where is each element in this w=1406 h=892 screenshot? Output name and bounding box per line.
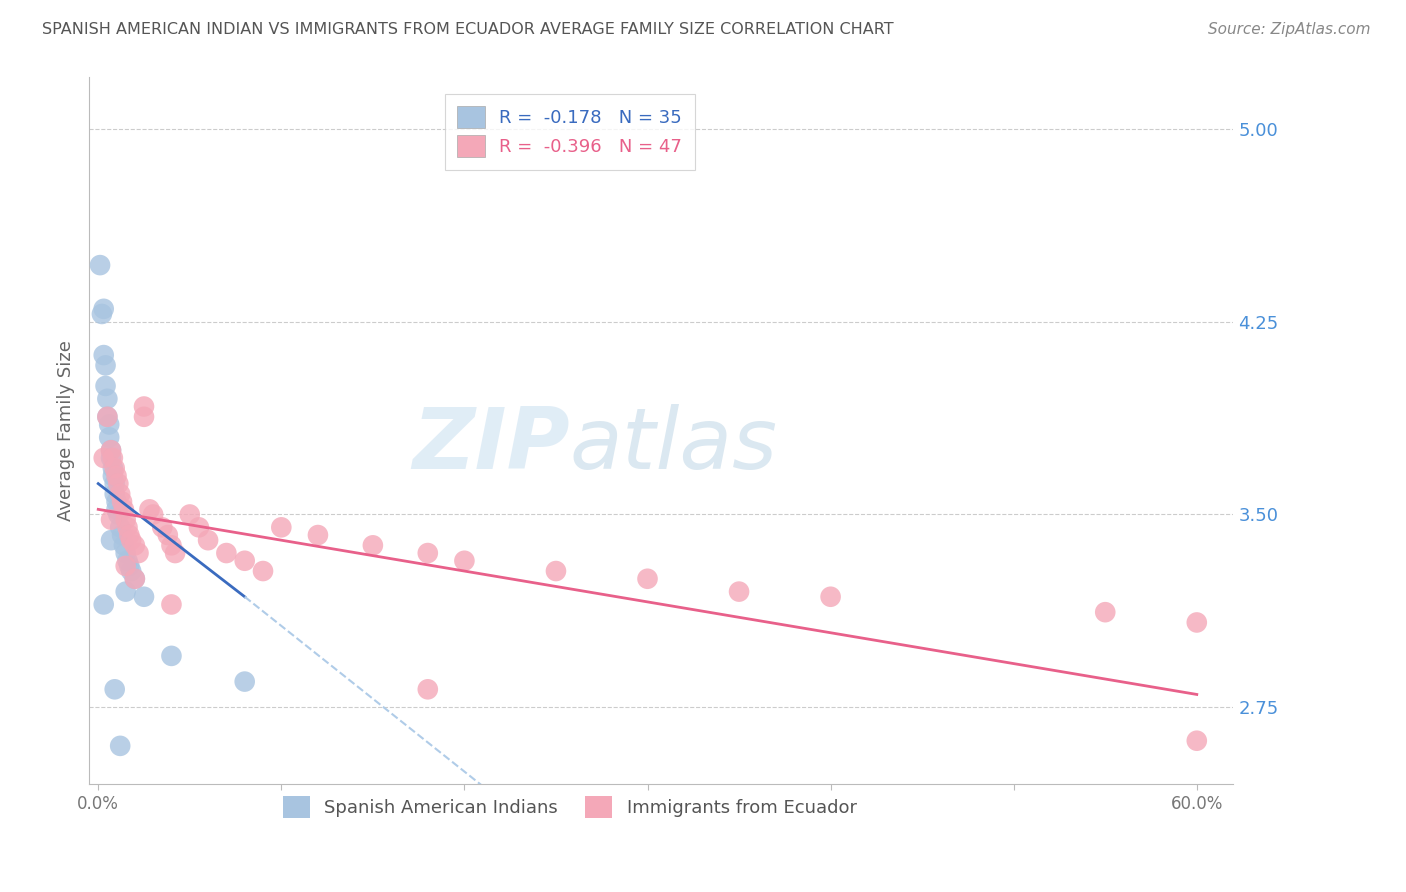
- Point: [96, 392, 118, 406]
- Point: [132, 400, 155, 414]
- Point: [107, 508, 129, 522]
- Point: [416, 682, 439, 697]
- Point: [160, 648, 183, 663]
- Point: [132, 409, 155, 424]
- Point: [100, 513, 122, 527]
- Point: [118, 558, 141, 573]
- Point: [104, 487, 127, 501]
- Point: [93, 348, 115, 362]
- Point: [820, 590, 842, 604]
- Point: [124, 572, 146, 586]
- Y-axis label: Average Family Size: Average Family Size: [58, 341, 75, 521]
- Point: [105, 469, 128, 483]
- Point: [100, 443, 122, 458]
- Point: [361, 538, 384, 552]
- Point: [108, 520, 131, 534]
- Legend: Spanish American Indians, Immigrants from Ecuador: Spanish American Indians, Immigrants fro…: [276, 789, 863, 825]
- Point: [124, 572, 146, 586]
- Point: [233, 674, 256, 689]
- Point: [104, 476, 127, 491]
- Point: [108, 487, 131, 501]
- Point: [728, 584, 751, 599]
- Point: [114, 558, 136, 573]
- Point: [1185, 615, 1208, 630]
- Point: [100, 533, 122, 548]
- Point: [104, 461, 127, 475]
- Point: [101, 461, 124, 475]
- Point: [132, 590, 155, 604]
- Point: [101, 450, 124, 465]
- Point: [112, 538, 135, 552]
- Point: [108, 739, 131, 753]
- Point: [100, 443, 122, 458]
- Text: atlas: atlas: [569, 403, 778, 486]
- Point: [93, 301, 115, 316]
- Point: [111, 494, 134, 508]
- Point: [117, 520, 139, 534]
- Point: [215, 546, 238, 560]
- Point: [94, 379, 117, 393]
- Point: [118, 528, 141, 542]
- Point: [114, 546, 136, 560]
- Point: [637, 572, 659, 586]
- Text: SPANISH AMERICAN INDIAN VS IMMIGRANTS FROM ECUADOR AVERAGE FAMILY SIZE CORRELATI: SPANISH AMERICAN INDIAN VS IMMIGRANTS FR…: [42, 22, 894, 37]
- Point: [120, 533, 142, 548]
- Point: [112, 502, 135, 516]
- Point: [416, 546, 439, 560]
- Text: ZIP: ZIP: [412, 403, 569, 486]
- Point: [105, 502, 128, 516]
- Point: [96, 409, 118, 424]
- Point: [453, 554, 475, 568]
- Point: [138, 502, 160, 516]
- Point: [96, 409, 118, 424]
- Point: [160, 538, 183, 552]
- Point: [252, 564, 274, 578]
- Point: [150, 520, 173, 534]
- Point: [94, 359, 117, 373]
- Point: [187, 520, 209, 534]
- Point: [544, 564, 567, 578]
- Point: [100, 450, 122, 465]
- Point: [105, 494, 128, 508]
- Point: [93, 598, 115, 612]
- Point: [197, 533, 219, 548]
- Text: Source: ZipAtlas.com: Source: ZipAtlas.com: [1208, 22, 1371, 37]
- Point: [117, 554, 139, 568]
- Point: [156, 528, 179, 542]
- Point: [107, 476, 129, 491]
- Point: [165, 546, 187, 560]
- Point: [98, 430, 121, 444]
- Point: [124, 538, 146, 552]
- Point: [90, 307, 112, 321]
- Point: [101, 469, 124, 483]
- Point: [233, 554, 256, 568]
- Point: [104, 682, 127, 697]
- Point: [114, 584, 136, 599]
- Point: [1094, 605, 1116, 619]
- Point: [128, 546, 150, 560]
- Point: [142, 508, 165, 522]
- Point: [179, 508, 201, 522]
- Point: [160, 598, 183, 612]
- Point: [98, 417, 121, 432]
- Point: [93, 450, 115, 465]
- Point: [270, 520, 292, 534]
- Point: [307, 528, 329, 542]
- Point: [89, 258, 111, 272]
- Point: [120, 564, 142, 578]
- Point: [111, 528, 134, 542]
- Point: [114, 513, 136, 527]
- Point: [1185, 733, 1208, 747]
